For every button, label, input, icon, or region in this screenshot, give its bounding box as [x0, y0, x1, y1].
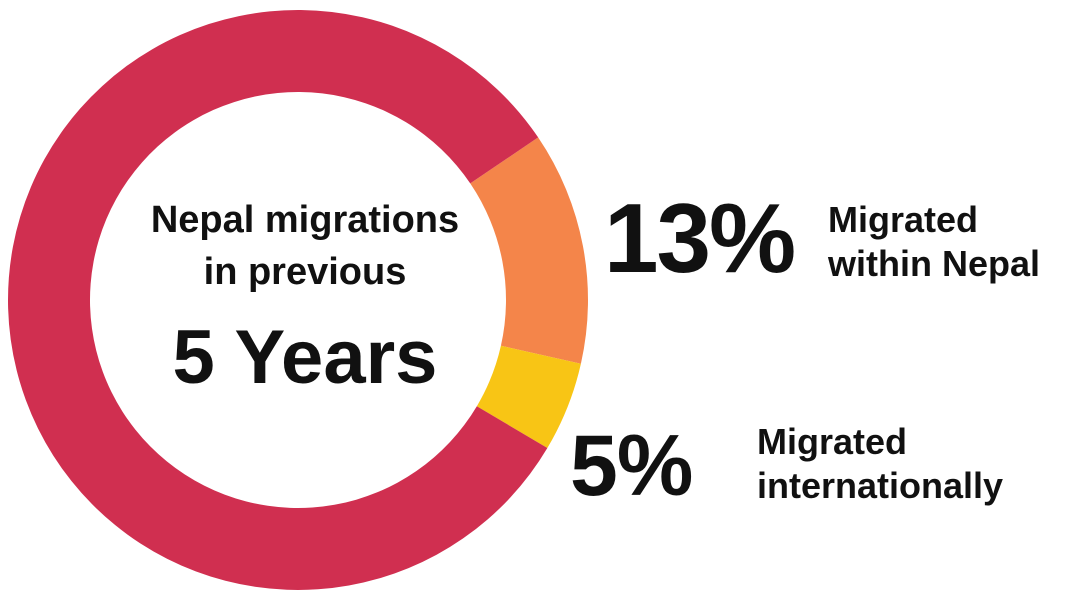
center-title-emphasis: 5 Years [172, 315, 438, 400]
slice-international-label-line-1: Migrated [757, 421, 908, 462]
slice-international-value: 5% [570, 418, 693, 514]
slice-within-nepal-label-line-1: Migrated [828, 199, 979, 240]
slice-within-nepal-label-line-2: within Nepal [828, 243, 1041, 284]
slice-within-nepal-label: Migrated within Nepal [828, 198, 1040, 286]
donut-slice-remaining [7, 10, 548, 591]
center-title-line-1: Nepal migrations [150, 199, 460, 241]
donut-chart [7, 10, 589, 591]
donut-slices [7, 10, 589, 591]
slice-international-label: Migrated internationally [757, 420, 1003, 508]
donut-slice-international [476, 345, 581, 449]
slice-within-nepal-value: 13% [604, 183, 796, 293]
center-title-line-2: in previous [203, 251, 407, 293]
donut-slice-within-nepal [470, 137, 589, 364]
slice-international-label-line-2: internationally [757, 465, 1004, 506]
